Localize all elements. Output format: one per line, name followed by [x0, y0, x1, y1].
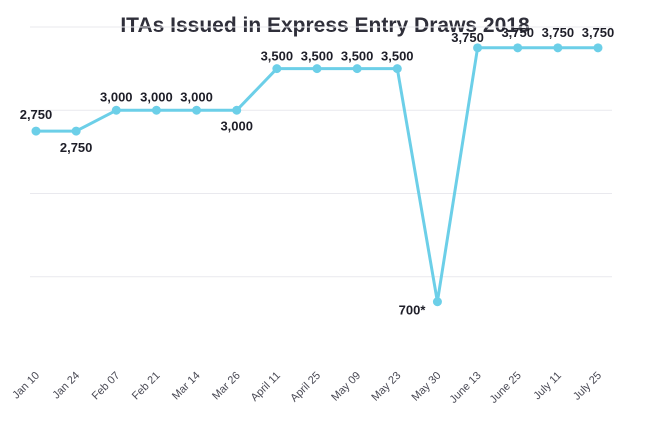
data-point-9 — [352, 64, 362, 74]
x-tick-label-9: May 09 — [329, 370, 363, 404]
data-label-4: 3,000 — [140, 89, 173, 104]
data-point-4 — [151, 105, 161, 115]
data-point-11 — [432, 297, 442, 307]
data-label-5: 3,000 — [180, 89, 213, 104]
x-tick-label-13: June 25 — [488, 370, 524, 406]
x-tick-label-7: April 11 — [249, 370, 283, 404]
x-tick-label-2: Jan 24 — [50, 370, 82, 402]
x-tick-labels: Jan 10 Jan 24 Feb 07 Feb 21 Mar 14 Mar 26 Apri… — [10, 370, 604, 406]
x-tick-label-5: Mar 14 — [170, 370, 203, 403]
data-point-10 — [392, 64, 402, 74]
series-line — [36, 46, 598, 304]
data-label-10: 3,500 — [381, 49, 414, 64]
data-point-3 — [111, 105, 121, 115]
data-label-9: 3,500 — [341, 49, 374, 64]
data-point-6 — [232, 105, 242, 115]
x-tick-label-14: July 11 — [531, 370, 564, 403]
data-point-13 — [513, 43, 523, 53]
x-tick-label-15: July 25 — [571, 370, 604, 403]
data-point-5 — [192, 105, 202, 115]
data-label-6: 3,000 — [220, 118, 253, 133]
data-label-12: 3,750 — [451, 30, 484, 45]
data-point-12 — [473, 43, 483, 53]
data-points — [31, 43, 603, 307]
chart-title: ITAs Issued in Express Entry Draws 2018 — [120, 14, 530, 37]
data-point-1 — [31, 126, 41, 136]
x-tick-label-11: May 30 — [410, 370, 444, 404]
x-tick-label-4: Feb 21 — [130, 370, 163, 403]
data-label-2: 2,750 — [60, 140, 93, 155]
data-label-15: 3,750 — [582, 25, 615, 40]
x-tick-label-8: April 25 — [288, 370, 323, 405]
data-label-14: 3,750 — [542, 25, 575, 40]
x-tick-label-12: June 13 — [448, 370, 484, 406]
data-point-8 — [312, 64, 322, 74]
data-labels: 2,750 2,750 3,000 3,000 3,000 3,000 3,500 3,500… — [20, 25, 615, 318]
data-point-14 — [553, 43, 563, 53]
data-point-7 — [272, 64, 282, 74]
x-tick-label-3: Feb 07 — [90, 370, 123, 403]
x-tick-label-1: Jan 10 — [10, 370, 42, 402]
data-label-3: 3,000 — [100, 89, 133, 104]
data-label-8: 3,500 — [301, 49, 334, 64]
data-point-15 — [593, 43, 603, 53]
x-tick-label-10: May 23 — [369, 370, 403, 404]
data-point-2 — [71, 126, 81, 136]
data-label-7: 3,500 — [261, 49, 294, 64]
data-label-11: 700* — [399, 303, 427, 318]
data-label-13: 3,750 — [501, 25, 534, 40]
data-label-1: 2,750 — [20, 107, 53, 122]
x-tick-label-6: Mar 26 — [210, 370, 243, 403]
grid-lines — [30, 26, 612, 278]
